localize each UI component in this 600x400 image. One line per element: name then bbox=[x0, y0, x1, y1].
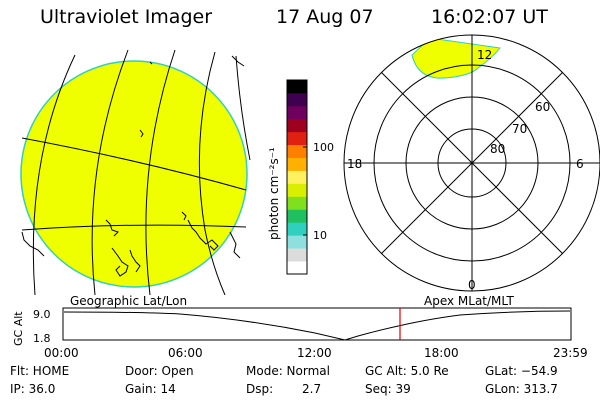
polar-label-70: 70 bbox=[512, 122, 527, 136]
colorbar-cell bbox=[287, 105, 307, 120]
colorbar-cell bbox=[287, 209, 307, 223]
colorbar-cell bbox=[287, 261, 307, 275]
header: Ultraviolet Imager 17 Aug 07 16:02:07 UT bbox=[40, 6, 548, 28]
apex-label: Apex MLat/MLT bbox=[424, 294, 514, 308]
altitude-plot: 9.0 1.8 GC Alt 00:00 06:00 12:00 18:00 2… bbox=[12, 307, 588, 360]
altitude-curve bbox=[63, 310, 571, 341]
colorbar: 100 10 photon cm⁻²s⁻¹ bbox=[267, 79, 334, 275]
status-seq: Seq: 39 bbox=[365, 382, 411, 396]
status-gc-alt: GC Alt: 5.0 Re bbox=[365, 364, 449, 378]
colorbar-label-10: 10 bbox=[313, 229, 327, 242]
colorbar-gradient bbox=[287, 80, 307, 275]
time-tick-0000: 00:00 bbox=[44, 346, 79, 360]
colorbar-units: photon cm⁻²s⁻¹ bbox=[267, 147, 281, 240]
time-tick-1200: 12:00 bbox=[297, 346, 332, 360]
polar-plot: 60 70 80 12 18 6 0 bbox=[343, 34, 600, 292]
polar-label-mlt-6: 6 bbox=[576, 157, 584, 171]
status-door: Door: Open bbox=[125, 364, 194, 378]
altitude-tick-9: 9.0 bbox=[33, 308, 51, 321]
colorbar-label-100: 100 bbox=[313, 141, 334, 154]
date-label: 17 Aug 07 bbox=[276, 6, 374, 28]
earth-disk bbox=[20, 60, 248, 288]
polar-label-mlt-12: 12 bbox=[477, 48, 492, 62]
coastlines bbox=[21, 55, 245, 277]
colorbar-cell bbox=[287, 92, 307, 107]
instrument-title: Ultraviolet Imager bbox=[40, 6, 212, 28]
status-dsp-label: Dsp: bbox=[246, 382, 273, 396]
altitude-tick-1-8: 1.8 bbox=[33, 332, 51, 345]
geographic-label: Geographic Lat/Lon bbox=[70, 294, 187, 308]
polar-label-80: 80 bbox=[490, 142, 505, 156]
time-tick-1800: 18:00 bbox=[424, 346, 459, 360]
colorbar-frame bbox=[286, 79, 308, 275]
status-mode: Mode: Normal bbox=[246, 364, 330, 378]
status-dsp-value: 2.7 bbox=[302, 382, 321, 396]
altitude-axis-label: GC Alt bbox=[12, 311, 25, 346]
status-block: Flt: HOME IP: 36.0 Door: Open Gain: 14 M… bbox=[10, 364, 558, 396]
colorbar-cell bbox=[287, 183, 307, 197]
colorbar-cell bbox=[287, 157, 307, 171]
colorbar-cell bbox=[287, 222, 307, 236]
colorbar-cell bbox=[287, 118, 307, 133]
time-tick-2359: 23:59 bbox=[553, 346, 588, 360]
geographic-image bbox=[20, 49, 251, 295]
status-gain: Gain: 14 bbox=[125, 382, 176, 396]
colorbar-cell bbox=[287, 196, 307, 210]
polar-label-mlt-18: 18 bbox=[347, 157, 362, 171]
status-glat: GLat: −54.9 bbox=[485, 364, 558, 378]
colorbar-cell bbox=[287, 235, 307, 249]
altitude-frame bbox=[62, 307, 572, 341]
status-ip: IP: 36.0 bbox=[10, 382, 55, 396]
colorbar-cell bbox=[287, 170, 307, 184]
time-label: 16:02:07 UT bbox=[431, 6, 548, 28]
colorbar-cell bbox=[287, 131, 307, 146]
polar-diagonal-2 bbox=[381, 72, 563, 254]
polar-emission-region bbox=[411, 37, 501, 79]
polar-label-60: 60 bbox=[535, 100, 550, 114]
status-flt: Flt: HOME bbox=[10, 364, 69, 378]
time-tick-0600: 06:00 bbox=[168, 346, 203, 360]
status-glon: GLon: 313.7 bbox=[485, 382, 558, 396]
colorbar-cell bbox=[287, 80, 307, 94]
graticule-lines bbox=[22, 49, 251, 295]
colorbar-cell bbox=[287, 144, 307, 158]
polar-label-mlt-0: 0 bbox=[468, 278, 476, 292]
colorbar-cell bbox=[287, 248, 307, 262]
